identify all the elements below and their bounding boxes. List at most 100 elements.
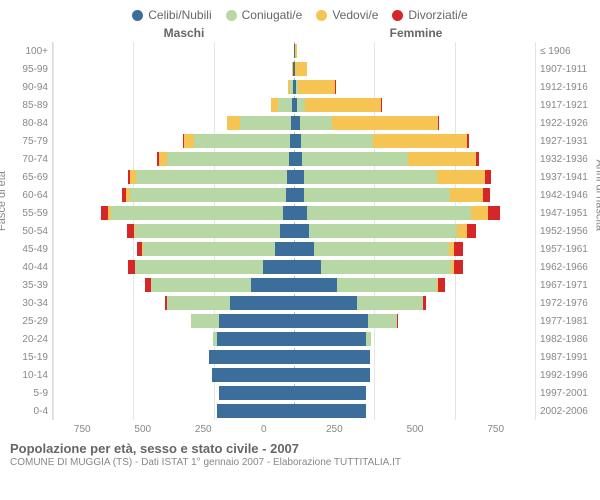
bar-row <box>53 150 535 168</box>
bar-row <box>53 60 535 78</box>
segment <box>297 98 305 112</box>
birth-label: 1987-1991 <box>540 348 592 366</box>
segment <box>437 170 485 184</box>
birth-label: 1947-1951 <box>540 204 592 222</box>
segment <box>294 368 370 382</box>
legend-item: Coniugati/e <box>226 8 303 22</box>
segment <box>219 314 295 328</box>
segment <box>294 188 304 202</box>
age-label: 15-19 <box>8 348 48 366</box>
segment <box>294 296 357 310</box>
birth-label: ≤ 1906 <box>540 42 592 60</box>
legend-swatch <box>226 10 237 21</box>
legend-swatch <box>132 10 143 21</box>
age-label: 65-69 <box>8 168 48 186</box>
segment <box>337 278 437 292</box>
age-label: 10-14 <box>8 366 48 384</box>
segment <box>368 314 397 328</box>
segment <box>286 188 294 202</box>
segment <box>271 98 278 112</box>
segment <box>278 98 292 112</box>
bar-row <box>53 114 535 132</box>
age-label: 45-49 <box>8 240 48 258</box>
segment <box>294 314 368 328</box>
segment <box>304 170 437 184</box>
header-female: Femmine <box>300 26 532 40</box>
segment <box>240 116 291 130</box>
segment <box>263 260 294 274</box>
segment <box>212 368 294 382</box>
bar-row <box>53 312 535 330</box>
age-label: 5-9 <box>8 384 48 402</box>
segment <box>217 404 294 418</box>
segment <box>307 206 471 220</box>
birth-label: 1972-1976 <box>540 294 592 312</box>
segment <box>294 242 314 256</box>
legend-item: Vedovi/e <box>316 8 378 22</box>
bar-row <box>53 258 535 276</box>
segment <box>275 242 294 256</box>
segment <box>298 80 336 94</box>
segment <box>283 206 294 220</box>
birth-label: 1937-1941 <box>540 168 592 186</box>
segment <box>454 260 463 274</box>
age-label: 20-24 <box>8 330 48 348</box>
segment <box>127 224 134 238</box>
legend-swatch <box>392 10 403 21</box>
segment <box>184 134 194 148</box>
segment <box>230 296 294 310</box>
age-label: 35-39 <box>8 276 48 294</box>
legend-item: Divorziati/e <box>392 8 467 22</box>
segment <box>381 98 382 112</box>
segment <box>476 152 480 166</box>
yaxis-right: ≤ 19061907-19111912-19161917-19211922-19… <box>536 42 592 420</box>
bar-row <box>53 330 535 348</box>
segment <box>454 242 463 256</box>
age-label: 90-94 <box>8 78 48 96</box>
segment <box>143 242 275 256</box>
xtick: 500 <box>113 424 174 435</box>
population-pyramid-chart: Celibi/NubiliConiugati/eVedovi/eDivorzia… <box>0 0 600 500</box>
age-label: 50-54 <box>8 222 48 240</box>
segment <box>321 260 451 274</box>
xtick: 250 <box>294 424 375 435</box>
birth-label: 1992-1996 <box>540 366 592 384</box>
segment <box>167 152 289 166</box>
legend-swatch <box>316 10 327 21</box>
age-label: 0-4 <box>8 402 48 420</box>
bar-row <box>53 402 535 420</box>
age-label: 30-34 <box>8 294 48 312</box>
segment <box>483 188 490 202</box>
segment <box>294 152 302 166</box>
yaxis-left: 100+95-9990-9485-8980-8475-7970-7465-696… <box>8 42 52 420</box>
birth-label: 1967-1971 <box>540 276 592 294</box>
bar-row <box>53 384 535 402</box>
legend-label: Coniugati/e <box>242 8 303 22</box>
plot-area: Fasce di età 100+95-9990-9485-8980-8475-… <box>0 42 600 420</box>
segment <box>111 206 283 220</box>
legend-label: Vedovi/e <box>332 8 378 22</box>
segment <box>101 206 108 220</box>
segment <box>227 116 240 130</box>
segment <box>295 44 298 58</box>
segment <box>191 314 218 328</box>
segment <box>332 116 438 130</box>
segment <box>423 296 426 310</box>
bar-row <box>53 294 535 312</box>
segment <box>438 278 445 292</box>
segment <box>294 350 370 364</box>
birth-label: 1907-1911 <box>540 60 592 78</box>
segment <box>219 386 295 400</box>
segment <box>251 278 294 292</box>
bar-row <box>53 132 535 150</box>
bar-row <box>53 42 535 60</box>
birth-label: 1912-1916 <box>540 78 592 96</box>
birth-label: 1962-1966 <box>540 258 592 276</box>
age-label: 100+ <box>8 42 48 60</box>
segment <box>314 242 449 256</box>
age-label: 70-74 <box>8 150 48 168</box>
age-label: 75-79 <box>8 132 48 150</box>
bar-row <box>53 186 535 204</box>
segment <box>366 332 371 346</box>
legend: Celibi/NubiliConiugati/eVedovi/eDivorzia… <box>0 0 600 26</box>
